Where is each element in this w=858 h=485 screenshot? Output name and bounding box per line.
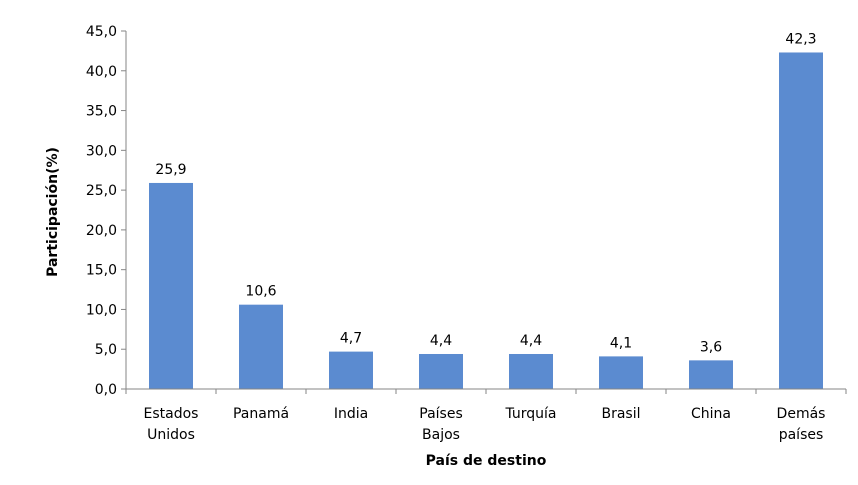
data-label: 4,1 <box>610 335 632 351</box>
x-tick-label: India <box>334 406 368 422</box>
x-tick-label: Panamá <box>233 406 289 422</box>
data-label: 42,3 <box>785 31 816 47</box>
data-label: 10,6 <box>245 284 276 300</box>
data-label: 4,4 <box>520 333 542 349</box>
data-label: 4,7 <box>340 331 362 347</box>
data-label: 4,4 <box>430 333 452 349</box>
bar <box>419 353 463 389</box>
y-tick-label: 45,0 <box>86 24 117 40</box>
bar <box>239 304 283 389</box>
bar <box>689 360 733 389</box>
x-tick-label: Turquía <box>504 406 556 422</box>
y-tick-label: 35,0 <box>86 104 117 120</box>
x-tick-label: Demás <box>777 406 826 422</box>
y-tick-label: 15,0 <box>86 263 117 279</box>
y-tick-label: 5,0 <box>95 342 117 358</box>
y-axis-title: Participación(%) <box>45 147 61 277</box>
x-tick-label: Países <box>419 406 462 422</box>
x-tick-label: Bajos <box>422 427 460 443</box>
y-tick-label: 20,0 <box>86 223 117 239</box>
y-tick-label: 25,0 <box>86 183 117 199</box>
y-tick-label: 30,0 <box>86 143 117 159</box>
x-tick-label: Estados <box>144 406 199 422</box>
x-tick-label: países <box>779 427 824 443</box>
bar <box>599 356 643 389</box>
x-tick-label: Unidos <box>147 427 195 443</box>
x-axis-title: País de destino <box>426 453 547 469</box>
data-label: 25,9 <box>155 162 186 178</box>
x-tick-label: China <box>691 406 731 422</box>
y-tick-label: 0,0 <box>95 382 117 398</box>
y-tick-label: 40,0 <box>86 64 117 80</box>
x-tick-label: Brasil <box>601 406 640 422</box>
data-label: 3,6 <box>700 339 722 355</box>
bar <box>509 353 553 389</box>
y-tick-label: 10,0 <box>86 302 117 318</box>
bar <box>779 52 823 389</box>
bar <box>149 182 193 389</box>
bar <box>329 351 373 389</box>
